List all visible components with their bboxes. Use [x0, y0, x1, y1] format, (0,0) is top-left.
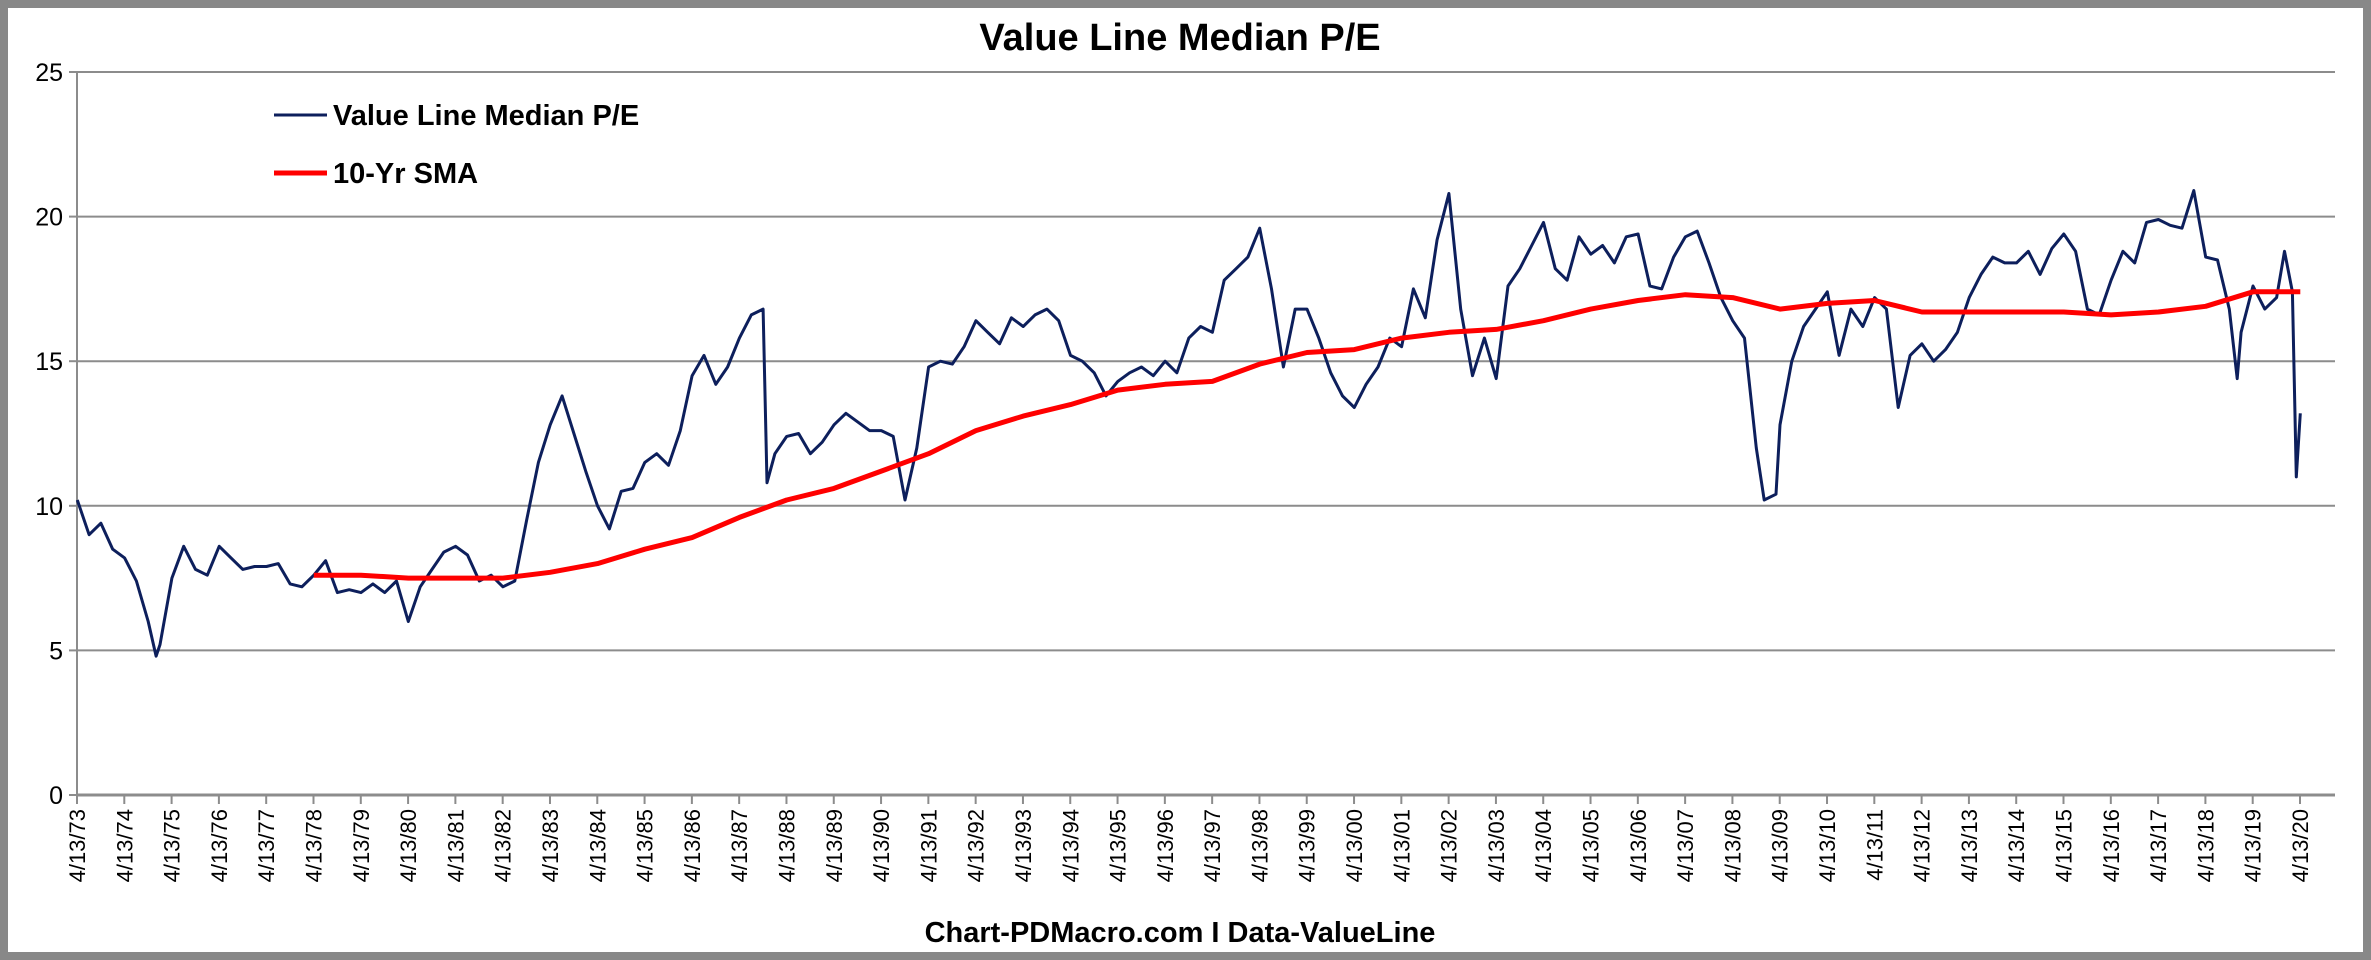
x-tick-label: 4/13/10	[1815, 809, 1840, 882]
x-tick-label: 4/13/12	[1910, 809, 1935, 882]
x-tick-label: 4/13/20	[2288, 809, 2313, 882]
x-tick-label: 4/13/91	[916, 809, 941, 882]
x-tick-label: 4/13/13	[1957, 809, 1982, 882]
pe-line	[75, 189, 2302, 658]
x-tick-label: 4/13/14	[2004, 809, 2029, 882]
y-tick-label: 15	[35, 348, 63, 376]
x-tick-label: 4/13/99	[1295, 809, 1320, 882]
x-tick-label: 4/13/80	[396, 809, 421, 882]
x-tick-label: 4/13/84	[585, 809, 610, 882]
x-tick-label: 4/13/09	[1768, 809, 1793, 882]
x-tick-label: 4/13/00	[1342, 809, 1367, 882]
x-tick-label: 4/13/05	[1579, 809, 1604, 882]
y-tick-label: 25	[35, 59, 63, 87]
x-tick-label: 4/13/73	[65, 809, 90, 882]
axes: 0 5 10 15 20 25 4/13/73 4/13/74 4/13/75 4/13/76 4/…	[35, 59, 2335, 882]
legend-label-sma: 10-Yr SMA	[333, 158, 478, 190]
legend: Value Line Median P/E 10-Yr SMA	[274, 100, 639, 190]
x-tick-label: 4/13/86	[680, 809, 705, 882]
x-tick-label: 4/13/74	[112, 809, 137, 882]
x-tick-label: 4/13/75	[160, 809, 185, 882]
x-tick-label: 4/13/93	[1011, 809, 1036, 882]
chart-footer: Chart-PDMacro.com I Data-ValueLine	[925, 917, 1436, 949]
series-group	[75, 189, 2302, 658]
x-tick-label: 4/13/81	[443, 809, 468, 882]
x-tick-label: 4/13/08	[1720, 809, 1745, 882]
x-tick-label: 4/13/17	[2146, 809, 2171, 882]
y-tick-label: 10	[35, 493, 63, 521]
y-tick-label: 0	[49, 782, 63, 810]
x-tick-label: 4/13/11	[1862, 809, 1887, 881]
x-tick-label: 4/13/16	[2099, 809, 2124, 882]
x-tick-label: 4/13/07	[1673, 809, 1698, 882]
x-tick-label: 4/13/01	[1389, 809, 1414, 882]
x-tick-label: 4/13/96	[1153, 809, 1178, 882]
x-tick-label: 4/13/06	[1626, 809, 1651, 882]
x-tick-label: 4/13/88	[774, 809, 799, 882]
x-tick-label: 4/13/03	[1484, 809, 1509, 882]
y-tick-label: 20	[35, 204, 63, 232]
x-tick-label: 4/13/89	[822, 809, 847, 882]
x-tick-label: 4/13/83	[538, 809, 563, 882]
sma-line	[313, 289, 2301, 581]
x-tick-label: 4/13/95	[1106, 809, 1131, 882]
x-tick-label: 4/13/82	[491, 809, 516, 882]
x-tick-label: 4/13/98	[1247, 809, 1272, 882]
x-tick-label: 4/13/85	[633, 809, 658, 882]
y-tick-label: 5	[49, 637, 63, 665]
gridlines	[77, 71, 2335, 652]
x-tick-label: 4/13/79	[349, 809, 374, 882]
x-tick-label: 4/13/77	[254, 809, 279, 882]
x-tick-label: 4/13/02	[1437, 809, 1462, 882]
chart-title: Value Line Median P/E	[979, 17, 1380, 59]
legend-label-pe: Value Line Median P/E	[333, 100, 639, 132]
x-tick-label: 4/13/15	[2052, 809, 2077, 882]
x-tick-label: 4/13/78	[301, 809, 326, 882]
x-tick-label: 4/13/76	[207, 809, 232, 882]
x-tick-label: 4/13/94	[1058, 809, 1083, 882]
x-tick-label: 4/13/90	[869, 809, 894, 882]
x-tick-label: 4/13/97	[1200, 809, 1225, 882]
x-tick-label: 4/13/19	[2241, 809, 2266, 882]
x-tick-label: 4/13/18	[2193, 809, 2218, 882]
x-tick-label: 4/13/87	[727, 809, 752, 882]
x-tick-label: 4/13/92	[964, 809, 989, 882]
x-tick-label: 4/13/04	[1531, 809, 1556, 882]
